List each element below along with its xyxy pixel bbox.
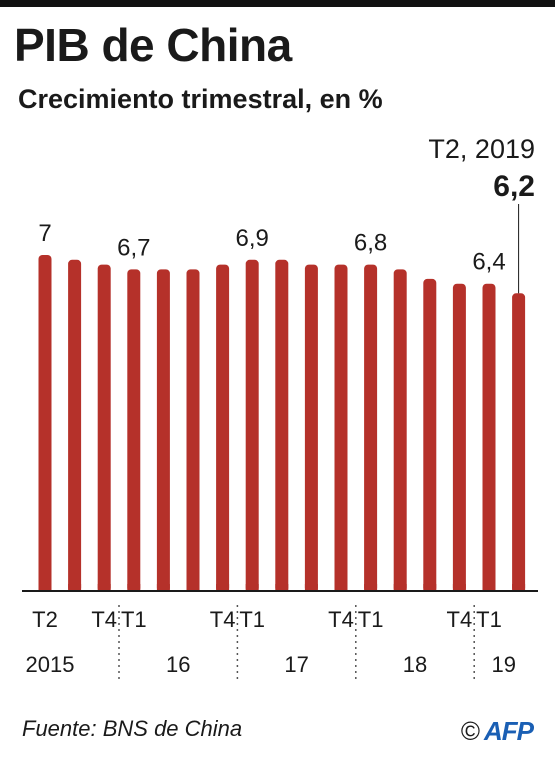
bar (364, 264, 378, 592)
bar-base (423, 584, 437, 592)
tick-label: T2 (32, 607, 58, 632)
bar-base (156, 584, 170, 592)
bar (156, 269, 170, 592)
bar (186, 269, 200, 592)
bar-base (452, 584, 466, 592)
data-label: 7 (38, 220, 51, 247)
bar-base (512, 584, 526, 592)
bar (304, 264, 318, 592)
tick-label: T4 (91, 607, 117, 632)
bar-base (216, 584, 230, 592)
bar (512, 293, 526, 592)
bar (452, 283, 466, 592)
bar (245, 259, 259, 592)
bar-base (245, 584, 259, 592)
tick-label: T4 (447, 607, 473, 632)
bar (393, 269, 407, 592)
year-label: 18 (403, 652, 427, 677)
copyright-icon: © (460, 716, 480, 746)
data-label: 6,9 (236, 225, 269, 252)
bar-base (334, 584, 348, 592)
bar (127, 269, 141, 592)
tick-label: T1 (358, 607, 384, 632)
bar (275, 259, 289, 592)
tick-label: T1 (239, 607, 265, 632)
bar-base (38, 584, 52, 592)
chart-subtitle: Crecimiento trimestral, en % (18, 84, 383, 114)
bar-base (275, 584, 289, 592)
bar (423, 278, 437, 592)
bar (482, 283, 496, 592)
tick-label: T1 (476, 607, 502, 632)
year-label: 19 (492, 652, 516, 677)
data-label: 6,7 (117, 234, 150, 261)
bar (38, 255, 52, 592)
year-label: 2015 (26, 652, 75, 677)
year-label: 17 (284, 652, 308, 677)
bar-base (304, 584, 318, 592)
source-note: Fuente: BNS de China (22, 716, 243, 741)
bar-base (127, 584, 141, 592)
bar-base (482, 584, 496, 592)
bar-base (393, 584, 407, 592)
data-label: 6,8 (354, 230, 387, 257)
tick-label: T4 (328, 607, 354, 632)
bar-base (68, 584, 82, 592)
bar (97, 264, 111, 592)
data-label: 6,4 (472, 249, 505, 276)
bar-base (186, 584, 200, 592)
afp-wordmark: AFP (484, 716, 534, 746)
callout-value: 6,2 (493, 170, 535, 203)
bar (216, 264, 230, 592)
chart-title: PIB de China (14, 19, 292, 71)
bar-base (364, 584, 378, 592)
bar (68, 259, 82, 592)
bar (334, 264, 348, 592)
tick-label: T1 (121, 607, 147, 632)
year-label: 16 (166, 652, 190, 677)
bar-base (97, 584, 111, 592)
afp-logo: © AFP (460, 716, 534, 747)
top-rule (0, 0, 555, 7)
callout-period: T2, 2019 (428, 134, 535, 164)
tick-label: T4 (210, 607, 236, 632)
